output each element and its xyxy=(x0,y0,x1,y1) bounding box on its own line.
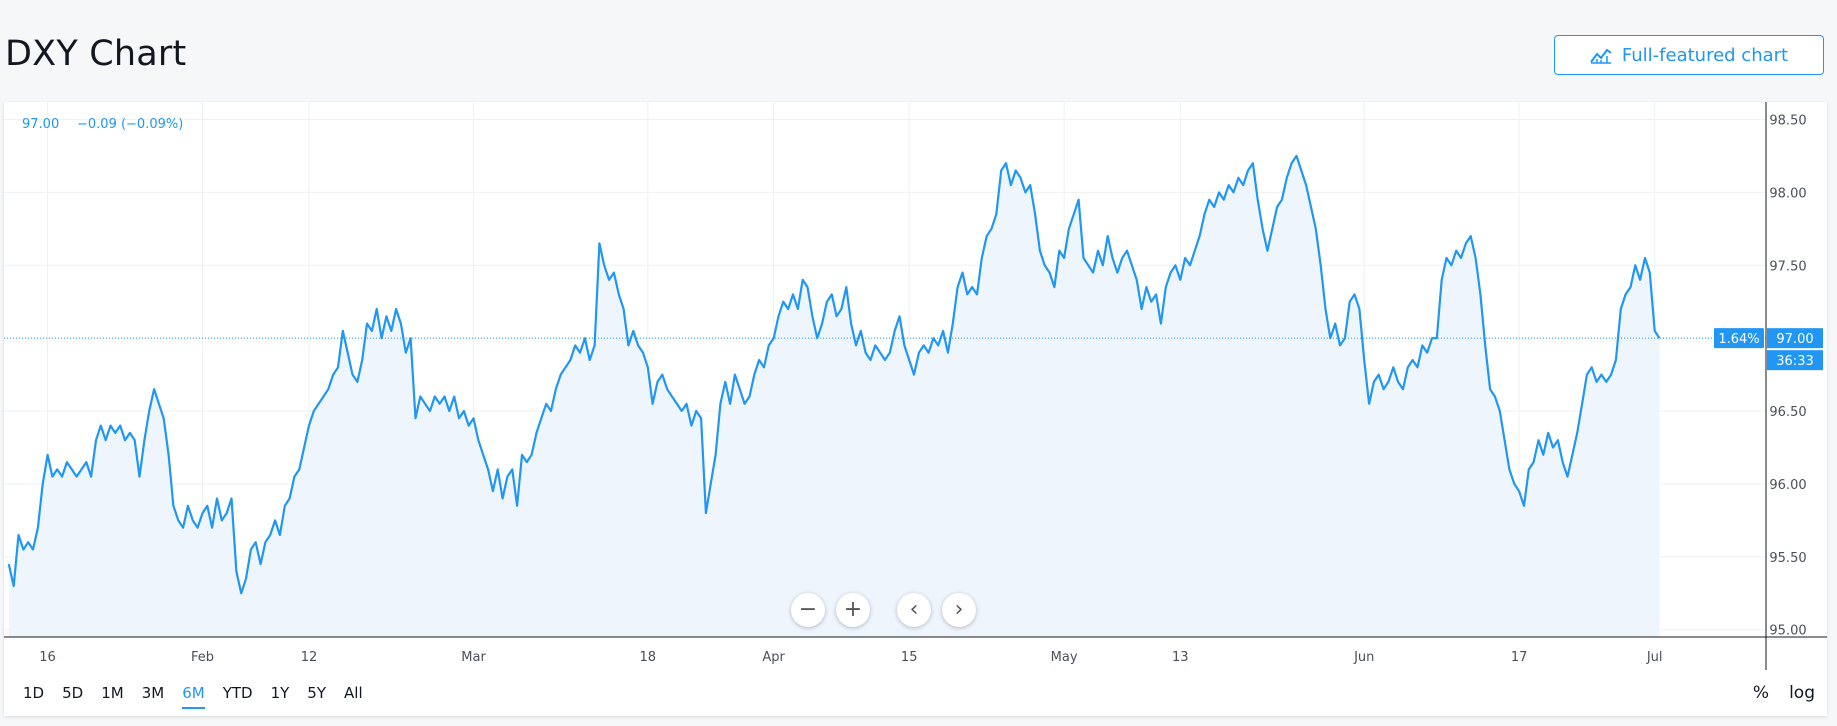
legend-change: −0.09 (−0.09%) xyxy=(77,117,183,132)
percent-label-bg xyxy=(1714,328,1764,349)
timeframe-all[interactable]: All xyxy=(344,684,363,702)
timeframe-1d[interactable]: 1D xyxy=(23,684,45,702)
x-tick-label: May xyxy=(1051,650,1078,665)
timeframe-bar: 1D 5D 1M 3M 6M YTD 1Y 5Y All % log xyxy=(4,671,1827,716)
x-tick-label: Feb xyxy=(191,650,214,665)
full-featured-chart-button[interactable]: Full-featured chart xyxy=(1554,35,1824,75)
y-tick-label: 96.50 xyxy=(1769,405,1806,420)
timeframe-6m[interactable]: 6M xyxy=(173,671,214,716)
x-tick-label: Jul xyxy=(1646,650,1663,665)
chart-line-icon xyxy=(1590,46,1612,64)
y-tick-label: 95.00 xyxy=(1769,624,1806,639)
y-tick-label: 96.00 xyxy=(1769,478,1806,493)
scale-options: % log xyxy=(1753,671,1815,716)
x-tick-label: Mar xyxy=(461,650,486,665)
timeframe-5d[interactable]: 5D xyxy=(62,684,84,702)
y-tick-label: 97.50 xyxy=(1769,259,1806,274)
timeframe-ytd[interactable]: YTD xyxy=(222,684,253,702)
y-tick-label: 98.00 xyxy=(1769,186,1806,201)
legend-last-value: 97.00 xyxy=(22,117,59,132)
price-area xyxy=(8,155,1660,637)
x-tick-label: 16 xyxy=(39,650,56,665)
chart-card: 16 Feb 12 Mar 18 Apr 15 May 13 Jun 17 Jul 95.00 95.50… xyxy=(4,102,1827,716)
price-line xyxy=(7,154,1661,595)
scroll-left-button[interactable]: ‹ xyxy=(897,593,931,627)
zoom-out-button[interactable]: − xyxy=(791,593,825,627)
full-featured-chart-label: Full-featured chart xyxy=(1621,44,1789,66)
scroll-right-button[interactable]: › xyxy=(942,593,976,627)
percent-label: 1.64% xyxy=(1718,332,1759,347)
x-tick-label: Apr xyxy=(762,650,785,665)
timeframe-3m[interactable]: 3M xyxy=(141,684,165,702)
x-tick-label: 13 xyxy=(1172,650,1189,665)
timeframe-5y[interactable]: 5Y xyxy=(307,684,327,702)
x-tick-label: Jun xyxy=(1353,650,1374,665)
countdown-label-bg xyxy=(1767,350,1823,371)
log-scale-toggle[interactable]: log xyxy=(1789,683,1815,703)
timeframe-list: 1D 5D 1M 3M 6M YTD 1Y 5Y All xyxy=(14,671,372,716)
y-tick-label: 98.50 xyxy=(1769,113,1806,128)
price-label-bg xyxy=(1767,328,1823,349)
price-chart[interactable]: 16 Feb 12 Mar 18 Apr 15 May 13 Jun 17 Jul 95.00 95.50… xyxy=(4,102,1827,716)
page-title: DXY Chart xyxy=(5,34,187,74)
timeframe-1y[interactable]: 1Y xyxy=(270,684,290,702)
price-label: 97.00 xyxy=(1776,332,1813,347)
x-tick-label: 17 xyxy=(1511,650,1528,665)
timeframe-1m[interactable]: 1M xyxy=(101,684,124,702)
x-tick-label: 18 xyxy=(640,650,657,665)
countdown-label: 36:33 xyxy=(1776,354,1813,369)
zoom-in-button[interactable]: + xyxy=(836,593,870,627)
x-tick-label: 12 xyxy=(301,650,318,665)
percent-scale-toggle[interactable]: % xyxy=(1752,683,1770,703)
y-tick-label: 95.50 xyxy=(1769,551,1806,566)
x-tick-label: 15 xyxy=(901,650,918,665)
